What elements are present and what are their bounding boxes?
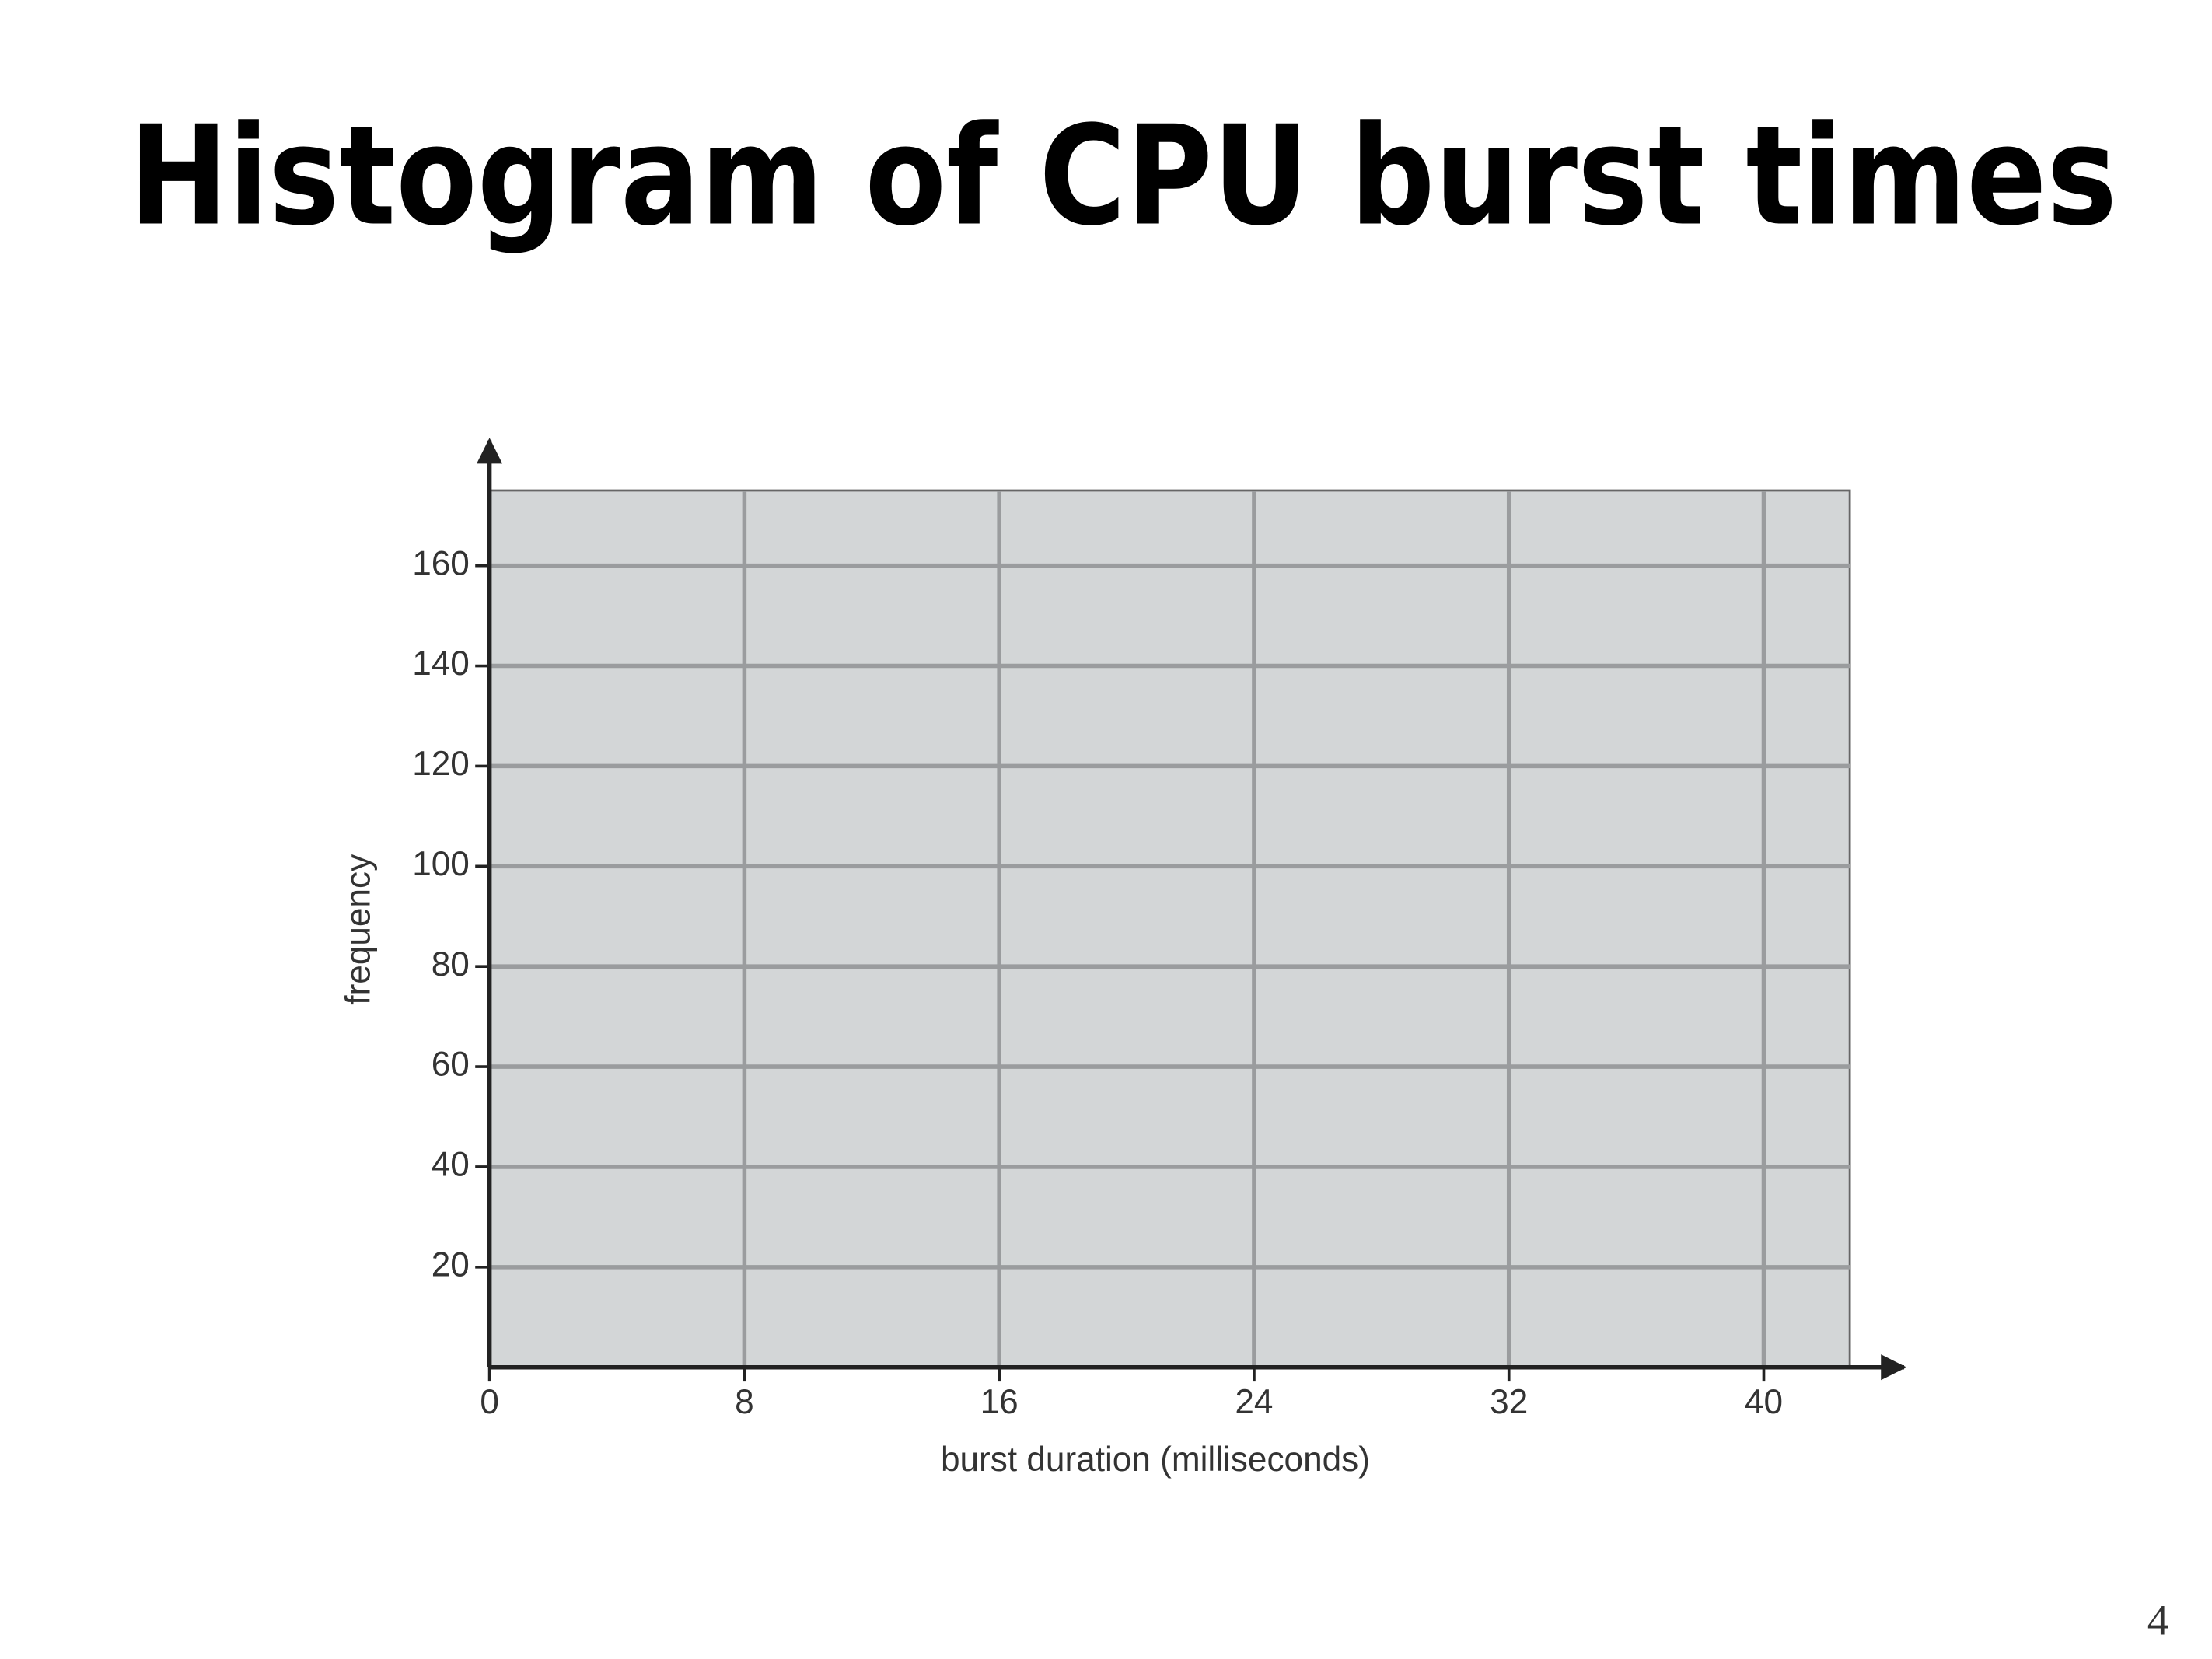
y-tick-label: 140 — [412, 644, 470, 683]
y-tick-label: 100 — [412, 845, 470, 883]
x-tick-label: 16 — [980, 1383, 1019, 1421]
y-tick-label: 160 — [412, 544, 470, 582]
y-axis-label: frequency — [340, 854, 378, 1005]
y-tick-label: 80 — [432, 945, 470, 983]
x-tick-label: 24 — [1235, 1383, 1273, 1421]
plot: 20 40 60 80 100 120 140 160 0 8 16 24 32 40 burst dura… — [340, 438, 1907, 1479]
x-tick-label: 8 — [735, 1383, 754, 1421]
y-tick-label: 20 — [432, 1245, 470, 1284]
y-tick-label: 40 — [432, 1146, 470, 1184]
x-tick-label: 32 — [1490, 1383, 1528, 1421]
x-axis-label: burst duration (milliseconds) — [941, 1441, 1370, 1479]
x-tick-label: 40 — [1745, 1383, 1783, 1421]
page-number: 4 — [2147, 1597, 2169, 1644]
chart-title: Histogram of CPU burst times — [129, 96, 2117, 256]
y-tick-label: 120 — [412, 745, 470, 783]
y-tick-label: 60 — [432, 1046, 470, 1084]
plot-background — [488, 489, 1851, 1369]
x-tick-label: 0 — [480, 1383, 499, 1421]
